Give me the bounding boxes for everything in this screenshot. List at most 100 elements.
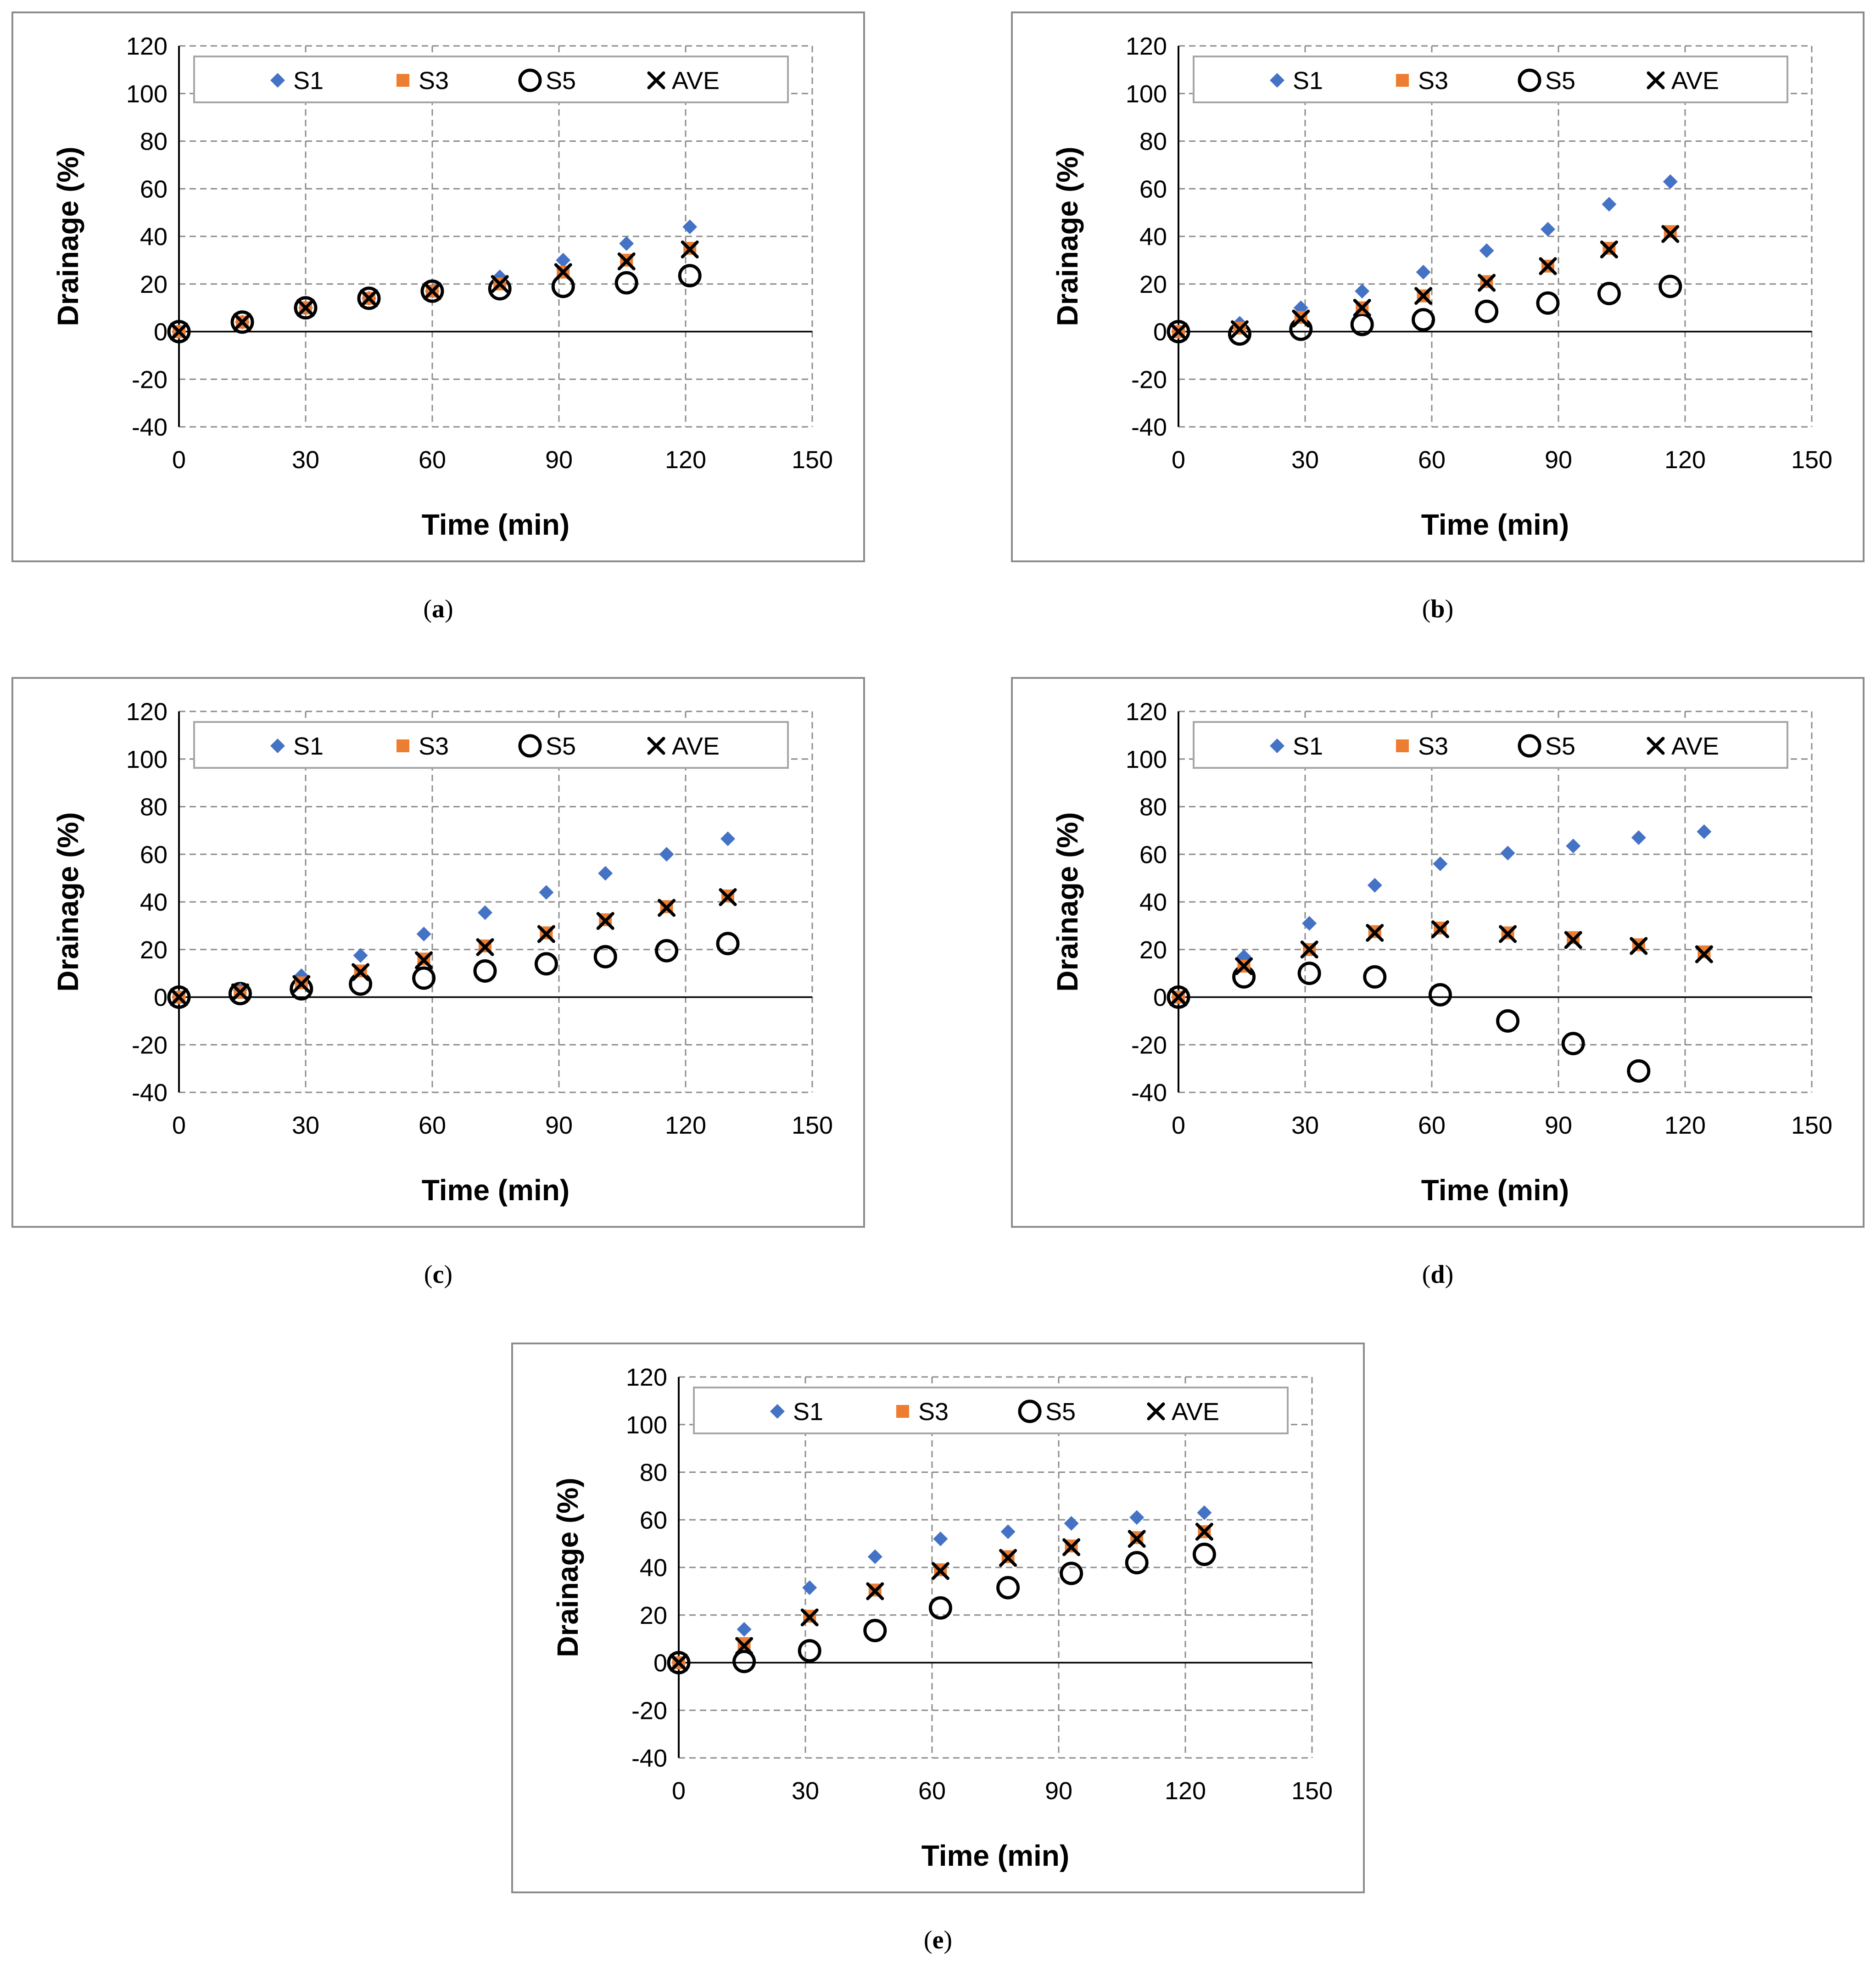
point-s1 — [1663, 174, 1678, 189]
legend-label-s1: S1 — [293, 67, 324, 95]
point-s5 — [167, 985, 191, 1009]
y-tick-label: -20 — [132, 1031, 168, 1059]
point-ave — [1235, 957, 1253, 975]
point-s1 — [1064, 1516, 1079, 1531]
data-points — [167, 831, 740, 1009]
gridlines — [179, 45, 813, 428]
point-s5 — [655, 939, 679, 962]
legend-marker-s3 — [1396, 739, 1409, 752]
legend-label-ave: AVE — [672, 733, 720, 760]
legend-label-ave: AVE — [1671, 733, 1719, 760]
y-tick-label: 120 — [626, 1364, 667, 1391]
point-s5 — [667, 1651, 691, 1674]
point-ave — [1366, 923, 1384, 942]
x-axis-title: Time (min) — [422, 1174, 570, 1207]
point-ave — [537, 925, 555, 943]
legend-box — [1193, 721, 1788, 769]
point-s5 — [1363, 965, 1387, 989]
legend-box — [193, 721, 789, 769]
y-tick-label: 40 — [140, 223, 168, 251]
y-tick-label: 40 — [140, 889, 168, 916]
legend-label-s1: S1 — [1293, 733, 1323, 760]
series-ave — [1169, 920, 1713, 1006]
point-s1 — [1602, 196, 1617, 212]
x-tick-label: 120 — [1165, 1777, 1206, 1805]
y-tick-label: 60 — [640, 1506, 667, 1534]
point-s5 — [732, 1650, 756, 1673]
point-s1 — [1129, 1510, 1145, 1525]
chart-frame — [1011, 677, 1865, 1228]
legend-label-s5: S5 — [546, 733, 576, 760]
legend-label-s3: S3 — [419, 733, 449, 760]
point-ave — [1695, 945, 1713, 963]
point-ave — [1499, 925, 1517, 943]
x-tick-label: 30 — [292, 446, 319, 474]
series-s1 — [172, 831, 735, 1005]
point-ave — [423, 282, 441, 300]
point-ave — [1353, 299, 1371, 317]
chart-frame — [1011, 11, 1865, 562]
point-ave — [866, 1582, 884, 1600]
legend-label-s5: S5 — [1545, 67, 1575, 95]
point-s5 — [230, 310, 254, 334]
point-s5 — [1167, 985, 1190, 1009]
y-tick-label: 100 — [126, 746, 168, 773]
legend-marker-s5 — [1518, 68, 1541, 92]
y-tick-label: 20 — [1139, 936, 1167, 964]
chart-d: -40 -20 0 20 40 60 80 100 120 0 30 60 90 120 150 Time (… — [1011, 677, 1865, 1228]
data-points — [1167, 174, 1682, 346]
x-tick-label: 60 — [419, 1112, 446, 1139]
series-s5 — [167, 264, 702, 343]
y-tick-label: 60 — [140, 175, 168, 203]
x-tick-label: 0 — [172, 446, 186, 474]
point-ave — [596, 912, 614, 930]
y-tick-label: 100 — [126, 80, 168, 108]
chart-panel-c: -40 -20 0 20 40 60 80 100 120 0 30 60 90 120 150 Time (… — [11, 677, 865, 1228]
point-s5 — [798, 1639, 821, 1663]
point-ave — [1169, 988, 1188, 1006]
y-tick-label: 40 — [640, 1554, 667, 1582]
legend-marker-s3 — [896, 1405, 909, 1418]
point-ave — [1630, 937, 1648, 955]
legend-label-s5: S5 — [1045, 1398, 1076, 1426]
x-tick-label: 60 — [419, 446, 446, 474]
x-tick-label: 150 — [792, 446, 833, 474]
y-tick-label: 120 — [1126, 33, 1167, 60]
y-tick-label: 40 — [1139, 223, 1167, 251]
y-tick-label: 80 — [1139, 794, 1167, 821]
data-points — [1167, 824, 1713, 1083]
series-s1 — [671, 1505, 1212, 1670]
x-axis-title: Time (min) — [422, 508, 570, 541]
point-s5 — [420, 279, 444, 303]
x-tick-label: 90 — [545, 1112, 573, 1139]
point-ave — [1169, 323, 1188, 341]
point-s5 — [716, 932, 740, 956]
legend-marker-s5 — [1018, 1399, 1042, 1423]
chart-panel-d: -40 -20 0 20 40 60 80 100 120 0 30 60 90 120 150 Time (… — [1011, 677, 1865, 1228]
point-s5 — [294, 296, 318, 320]
y-tick-label: -40 — [132, 1079, 168, 1107]
y-axis-title: Drainage (%) — [1051, 812, 1084, 991]
point-s1 — [598, 866, 613, 881]
y-axis-title: Drainage (%) — [51, 146, 84, 326]
point-s5 — [1475, 299, 1499, 323]
point-s5 — [1350, 313, 1374, 336]
point-s5 — [1125, 1551, 1149, 1575]
y-tick-label: 60 — [1139, 175, 1167, 203]
legend-label-ave: AVE — [1172, 1398, 1219, 1426]
legend-marker-ave — [1647, 737, 1665, 755]
point-s5 — [928, 1596, 952, 1620]
point-s5 — [614, 271, 638, 295]
y-axis-title: Drainage (%) — [551, 1477, 584, 1657]
point-s1 — [1631, 830, 1646, 845]
point-s5 — [167, 320, 191, 343]
legend-label-s5: S5 — [546, 67, 576, 95]
point-ave — [999, 1549, 1017, 1567]
y-tick-label: 120 — [1126, 698, 1167, 726]
point-s1 — [416, 927, 431, 942]
point-ave — [1564, 931, 1582, 949]
point-s1 — [1355, 284, 1370, 299]
point-s5 — [534, 952, 558, 976]
legend-marker-s3 — [396, 739, 409, 752]
chart-a: -40 -20 0 20 40 60 80 100 120 0 30 60 90 120 150 Time (… — [11, 11, 865, 562]
